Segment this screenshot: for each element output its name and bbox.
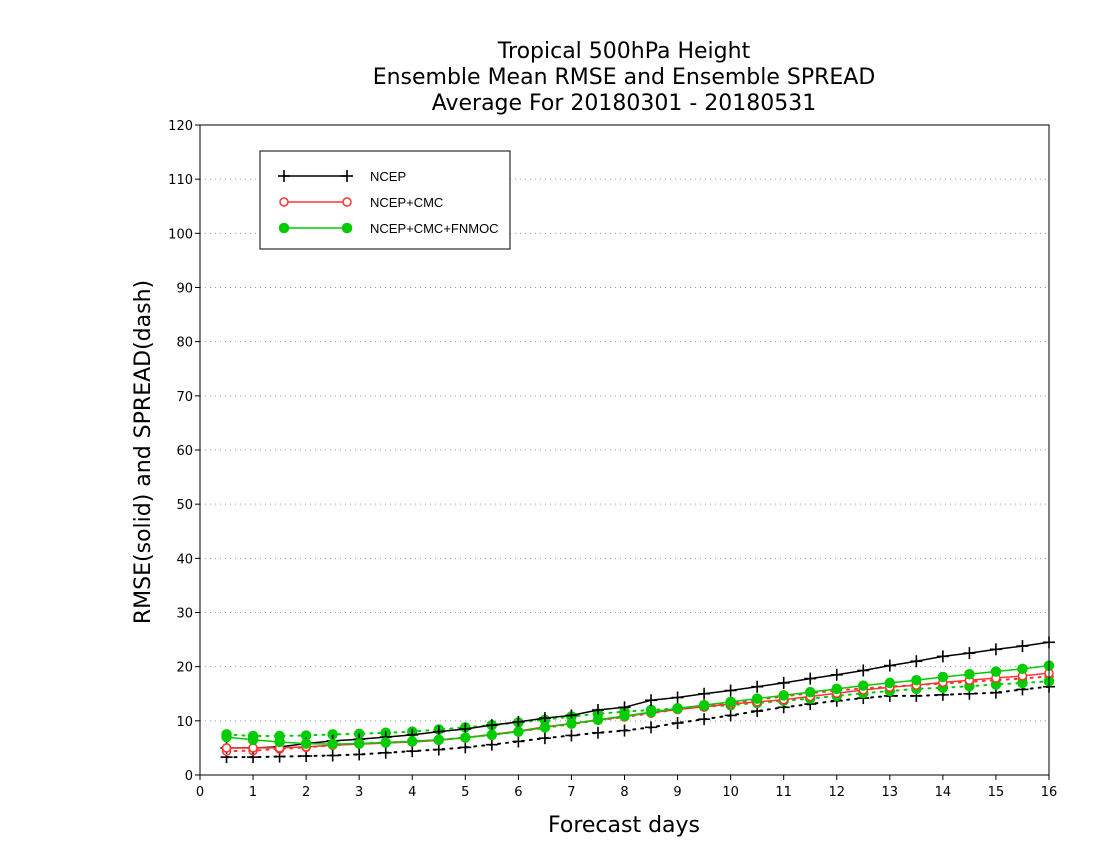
y-axis-label: RMSE(solid) and SPREAD(dash) — [131, 280, 156, 624]
x-tick-label: 1 — [249, 785, 257, 800]
rmse-point — [566, 718, 577, 729]
rmse-point — [513, 726, 524, 737]
y-tick-label: 70 — [176, 390, 193, 405]
series-layer — [220, 636, 1055, 764]
x-tick-label: 10 — [722, 785, 739, 800]
rmse-point — [725, 696, 736, 708]
legend: NCEP NCEP+CMC NCEP+CMC+FNMOC — [259, 150, 511, 250]
legend-marker — [342, 197, 352, 207]
legend-marker — [278, 222, 290, 234]
rmse-point — [619, 710, 630, 722]
rmse-point — [539, 722, 551, 733]
chart-title-line-2: Ensemble Mean RMSE and Ensemble SPREAD — [373, 65, 876, 90]
rmse-line — [226, 641, 1050, 749]
rmse-point — [778, 690, 789, 701]
x-axis-ticks: 0 1 2 3 4 5 6 7 8 9 10 11 12 13 14 15 16 — [196, 775, 1057, 800]
x-tick-label: 12 — [828, 785, 845, 800]
x-tick-label: 13 — [882, 785, 899, 800]
x-axis-label: Forecast days — [548, 813, 700, 838]
y-tick-label: 80 — [176, 336, 193, 351]
rmse-point — [858, 680, 869, 691]
spread-line — [225, 680, 1050, 737]
rmse-point — [486, 729, 498, 741]
rmse-point — [221, 731, 232, 743]
x-tick-label: 14 — [935, 785, 952, 800]
x-tick-label: 7 — [567, 785, 575, 800]
y-tick-label: 100 — [168, 227, 193, 242]
series-spread-ncep-cmc-fnmoc — [221, 676, 1055, 742]
rmse-point — [698, 699, 710, 711]
legend-marker — [341, 222, 353, 234]
y-tick-label: 20 — [176, 661, 193, 676]
y-tick-label: 120 — [168, 119, 193, 134]
rmse-point — [645, 706, 657, 718]
y-tick-label: 10 — [176, 715, 193, 730]
rmse-point — [247, 734, 259, 746]
legend-box — [259, 150, 511, 250]
y-tick-label: 50 — [176, 498, 193, 513]
x-tick-label: 4 — [408, 785, 416, 800]
rmse-point — [327, 738, 338, 750]
rmse-point — [804, 686, 816, 698]
rmse-line — [226, 664, 1050, 745]
y-axis-ticks: 0 10 20 30 40 50 60 70 80 90 100 110 120 — [168, 119, 200, 784]
rmse-point — [433, 734, 445, 746]
rmse-point — [353, 738, 365, 749]
series-rmse-ncep-cmc-fnmoc — [221, 660, 1055, 750]
rmse-point — [1017, 663, 1028, 675]
rmse-point — [592, 714, 604, 725]
rmse-point — [831, 683, 842, 695]
rmse-point — [964, 669, 975, 680]
rmse-point — [751, 693, 763, 704]
x-tick-label: 9 — [673, 785, 681, 800]
rmse-point — [407, 736, 418, 747]
rmse-point — [248, 743, 258, 753]
rmse-point — [460, 732, 471, 743]
y-tick-label: 90 — [176, 282, 193, 297]
rmse-point — [380, 737, 391, 748]
legend-label: NCEP — [370, 169, 406, 184]
chart-title-line-3: Average For 20180301 - 20180531 — [432, 91, 817, 116]
y-tick-label: 110 — [168, 173, 193, 188]
rmse-point — [911, 674, 922, 686]
x-tick-label: 15 — [988, 785, 1005, 800]
series-spread-ncep — [220, 680, 1055, 764]
rmse-point — [221, 743, 232, 753]
y-tick-label: 40 — [176, 552, 193, 567]
x-tick-label: 0 — [196, 785, 204, 800]
x-tick-label: 8 — [620, 785, 628, 800]
legend-label: NCEP+CMC+FNMOC — [370, 221, 499, 236]
chart-title-line-1: Tropical 500hPa Height — [497, 39, 751, 64]
series-rmse-ncep — [220, 636, 1055, 754]
rmse-line — [226, 672, 1050, 749]
legend-marker — [279, 197, 289, 207]
x-tick-label: 16 — [1041, 785, 1058, 800]
x-tick-label: 6 — [514, 785, 522, 800]
rmse-point — [300, 738, 312, 749]
grid-lines — [200, 178, 1049, 722]
rmse-point — [937, 671, 949, 683]
rmse-point — [672, 703, 683, 714]
rmse-point — [274, 736, 285, 748]
legend-label: NCEP+CMC — [370, 195, 443, 210]
x-tick-label: 3 — [355, 785, 363, 800]
y-tick-label: 30 — [176, 607, 193, 622]
x-tick-label: 2 — [302, 785, 310, 800]
x-tick-label: 5 — [461, 785, 469, 800]
rmse-point — [990, 666, 1002, 677]
y-tick-label: 60 — [176, 444, 193, 459]
y-tick-label: 0 — [185, 769, 193, 784]
spread-line — [225, 685, 1050, 759]
x-tick-label: 11 — [775, 785, 792, 800]
rmse-point — [884, 677, 896, 689]
